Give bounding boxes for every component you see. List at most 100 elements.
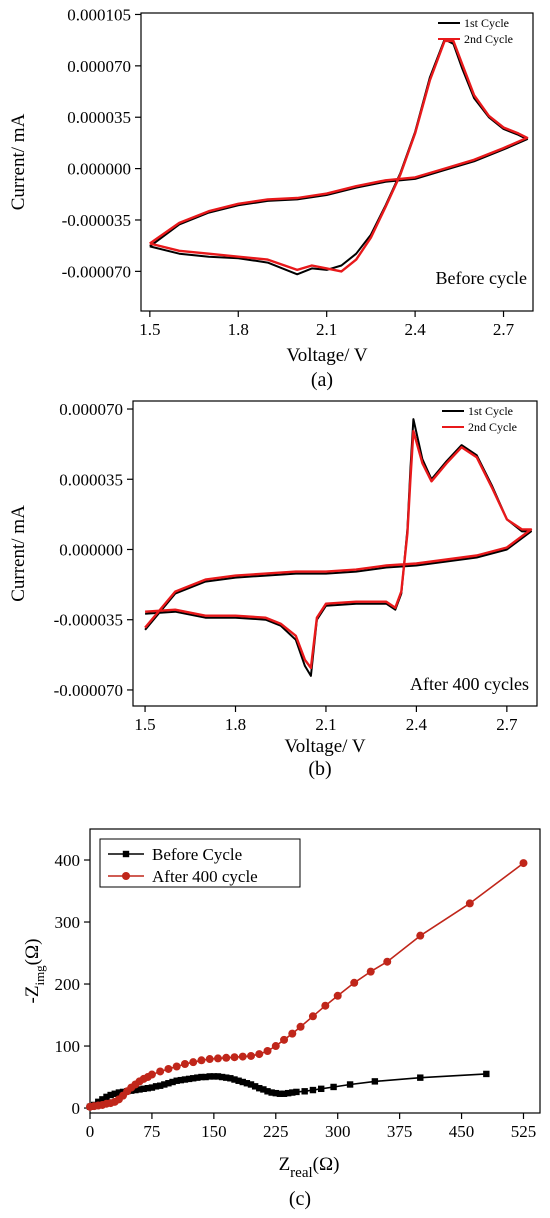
data-point [222, 1053, 231, 1062]
y-tick-label: -0.000035 [62, 211, 131, 230]
series-2 [144, 429, 533, 670]
x-tick-label: 2.7 [493, 320, 515, 339]
data-point [276, 1090, 284, 1097]
data-point [164, 1064, 173, 1073]
x-axis-label-main: Z [279, 1154, 291, 1175]
y-tick-label: 0 [72, 1099, 81, 1118]
data-point [260, 1086, 267, 1093]
series-1 [86, 1070, 490, 1110]
data-point [251, 1083, 259, 1090]
data-point [227, 1075, 234, 1082]
x-tick-label: 450 [449, 1122, 475, 1141]
data-point [144, 1084, 151, 1092]
data-point [156, 1082, 164, 1089]
data-point [293, 1088, 300, 1096]
data-point [289, 1089, 296, 1096]
data-point [194, 1074, 201, 1081]
y-tick-label: 400 [55, 851, 81, 870]
data-point [132, 1086, 139, 1094]
data-point [165, 1080, 172, 1087]
data-point [202, 1073, 209, 1081]
data-point [197, 1056, 206, 1065]
data-point [271, 1042, 280, 1051]
x-tick-label: 1.5 [139, 320, 160, 339]
y-axis-label-unit: (Ω) [22, 939, 43, 966]
x-axis-label-sub: real [290, 1165, 312, 1181]
y-tick-label: 0.000105 [67, 5, 131, 24]
x-tick-label: 300 [325, 1122, 351, 1141]
data-point [272, 1089, 279, 1097]
data-point [256, 1084, 263, 1092]
data-point [111, 1090, 118, 1097]
data-point [223, 1074, 230, 1081]
data-point [172, 1062, 181, 1071]
legend: Before Cycle After 400 cycle [99, 838, 301, 888]
data-point [243, 1080, 251, 1087]
panel-annotation: After 400 cycles [410, 674, 529, 694]
series-line [149, 39, 529, 273]
data-point [156, 1067, 165, 1076]
panel-annotation: Before cycle [436, 268, 527, 288]
data-point [309, 1086, 317, 1094]
x-tick-label: 2.1 [315, 715, 336, 734]
data-point [180, 1060, 189, 1069]
y-tick-label: -0.000070 [54, 681, 123, 700]
data-point [317, 1085, 325, 1093]
series-line [144, 418, 532, 677]
y-axis-label: Current/ mA [8, 505, 29, 602]
y-axis-label: -Zimg(Ω) [22, 939, 47, 1004]
data-point [181, 1076, 189, 1083]
y-axis-label-main: -Z [22, 986, 43, 1004]
data-point [371, 1078, 379, 1085]
x-axis-label: Voltage/ V [284, 736, 365, 757]
data-point [169, 1078, 176, 1086]
data-point [280, 1090, 288, 1097]
data-point [185, 1075, 193, 1083]
data-point [107, 1091, 114, 1099]
y-tick-label: 0.000035 [67, 108, 131, 127]
y-axis-label: Current/ mA [8, 113, 29, 210]
data-point [99, 1096, 106, 1103]
data-point [206, 1073, 213, 1080]
data-point [115, 1089, 123, 1096]
panel-caption: (a) [311, 369, 333, 391]
y-tick-label: 300 [55, 913, 81, 932]
series-line [149, 38, 529, 276]
data-point [366, 967, 375, 976]
series-line [144, 429, 533, 670]
data-point [247, 1051, 256, 1060]
series-2 [86, 859, 528, 1111]
legend-marker [122, 850, 130, 858]
data-point [210, 1073, 218, 1080]
data-point [147, 1070, 156, 1079]
y-tick-label: 0.000000 [59, 540, 123, 559]
x-tick-label: 225 [263, 1122, 289, 1141]
data-point [148, 1084, 156, 1091]
legend-label: 1st Cycle [468, 404, 513, 418]
plot-frame [89, 828, 541, 1114]
data-point [247, 1081, 255, 1088]
x-tick-label: 0 [86, 1122, 95, 1141]
data-point [161, 1081, 168, 1088]
y-tick-label: 0.000000 [67, 160, 131, 179]
data-point [321, 1001, 330, 1010]
data-point [280, 1035, 289, 1044]
data-point [231, 1076, 238, 1083]
data-point [263, 1046, 272, 1055]
data-point [235, 1077, 242, 1084]
data-point [140, 1085, 147, 1093]
y-tick-label: 100 [55, 1037, 81, 1056]
data-point [152, 1083, 160, 1090]
data-point [465, 899, 474, 908]
x-tick-label: 2.7 [496, 715, 518, 734]
data-point [255, 1050, 264, 1059]
y-tick-label: -0.000035 [54, 611, 123, 630]
legend-label: 2nd Cycle [464, 32, 513, 46]
data-point [177, 1076, 185, 1084]
y-tick-label: 0.000035 [59, 470, 123, 489]
chart-panel-2: 1.5 1.8 2.1 2.4 2.7 0.000070 0.000035 0.000000 -… [8, 400, 538, 780]
data-point [218, 1073, 226, 1081]
x-tick-label: 1.8 [228, 320, 249, 339]
data-point [308, 1012, 317, 1021]
